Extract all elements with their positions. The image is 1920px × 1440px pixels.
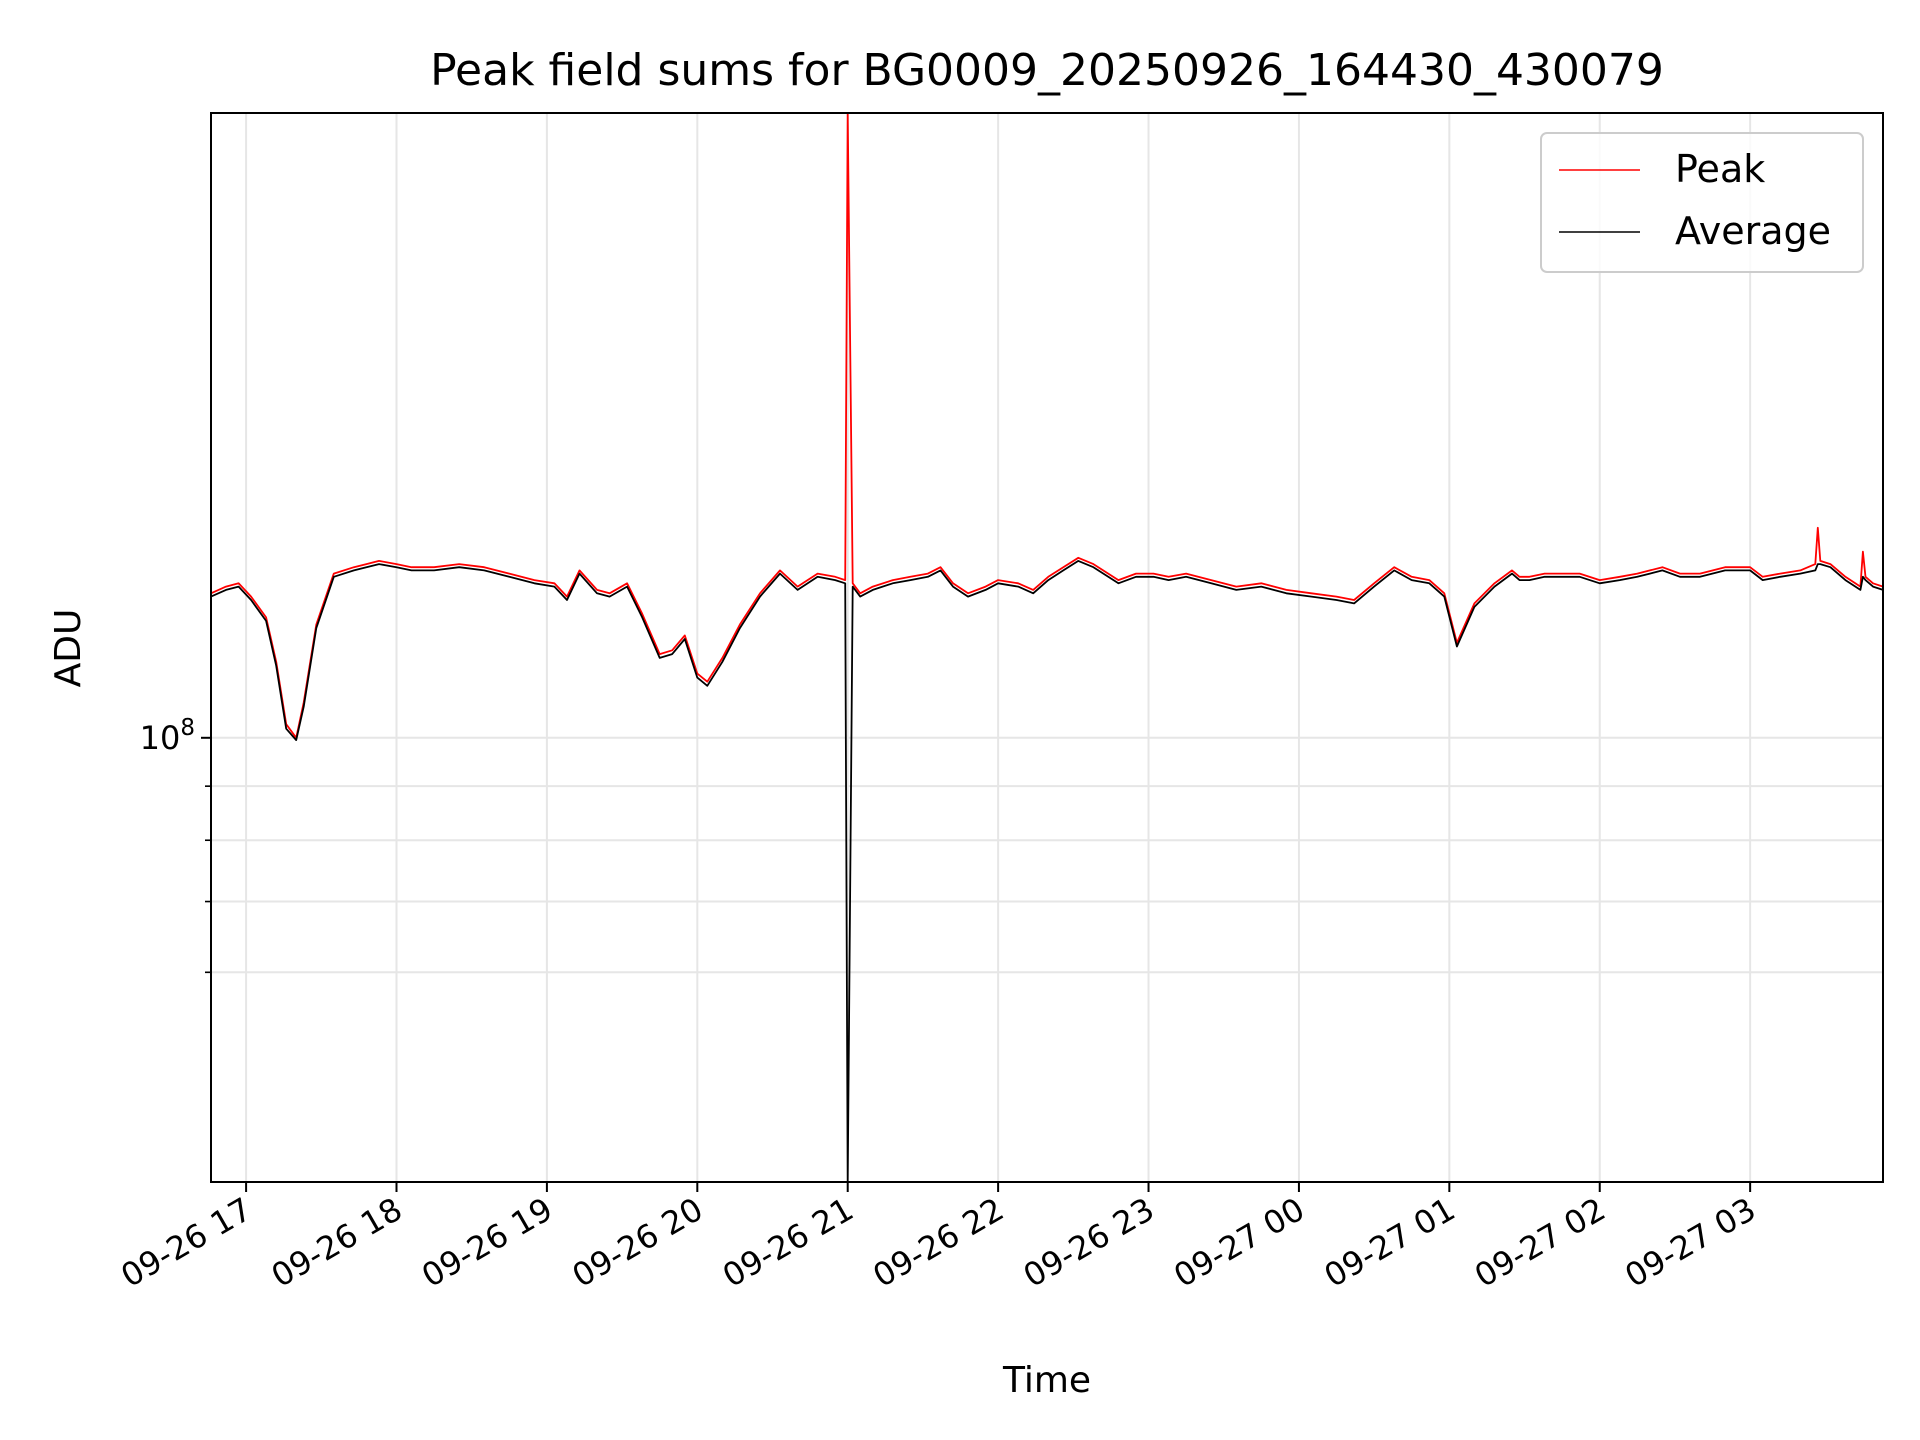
x-tick-label-9: 09-27 02 [1468,1190,1612,1295]
x-axis-ticks: 09-26 17 09-26 18 09-26 19 09-26 20 09-26 21… [114,1182,1762,1295]
plot-frame [210,112,1884,1183]
legend-box [1540,132,1864,273]
series-line-peak [210,112,1884,739]
chart-title: Peak field sums for BG0009_20250926_1644… [430,45,1664,96]
legend-label-peak: Peak [1675,147,1765,191]
y-axis-ticks: 108 [140,715,211,974]
x-tick-label-7: 09-27 00 [1167,1190,1311,1295]
x-tick-label-10: 09-27 03 [1619,1190,1763,1295]
series-line-average [210,560,1884,1183]
x-tick-label-1: 09-26 18 [265,1190,409,1295]
x-tick-label-0: 09-26 17 [114,1190,258,1295]
y-axis-label: ADU [48,609,89,688]
x-tick-label-6: 09-26 23 [1017,1190,1161,1295]
x-tick-label-5: 09-26 22 [867,1190,1011,1295]
legend: Peak Average [1540,132,1864,273]
x-tick-label-4: 09-26 21 [716,1190,860,1295]
y-tick-label-0: 108 [140,715,195,757]
x-axis-label: Time [1002,1360,1091,1401]
legend-label-average: Average [1675,209,1831,253]
series-layer [210,112,1884,1183]
x-tick-label-3: 09-26 20 [566,1190,710,1295]
x-tick-label-8: 09-27 01 [1318,1190,1462,1295]
x-tick-label-2: 09-26 19 [415,1190,559,1295]
grid-layer [211,113,1883,1182]
